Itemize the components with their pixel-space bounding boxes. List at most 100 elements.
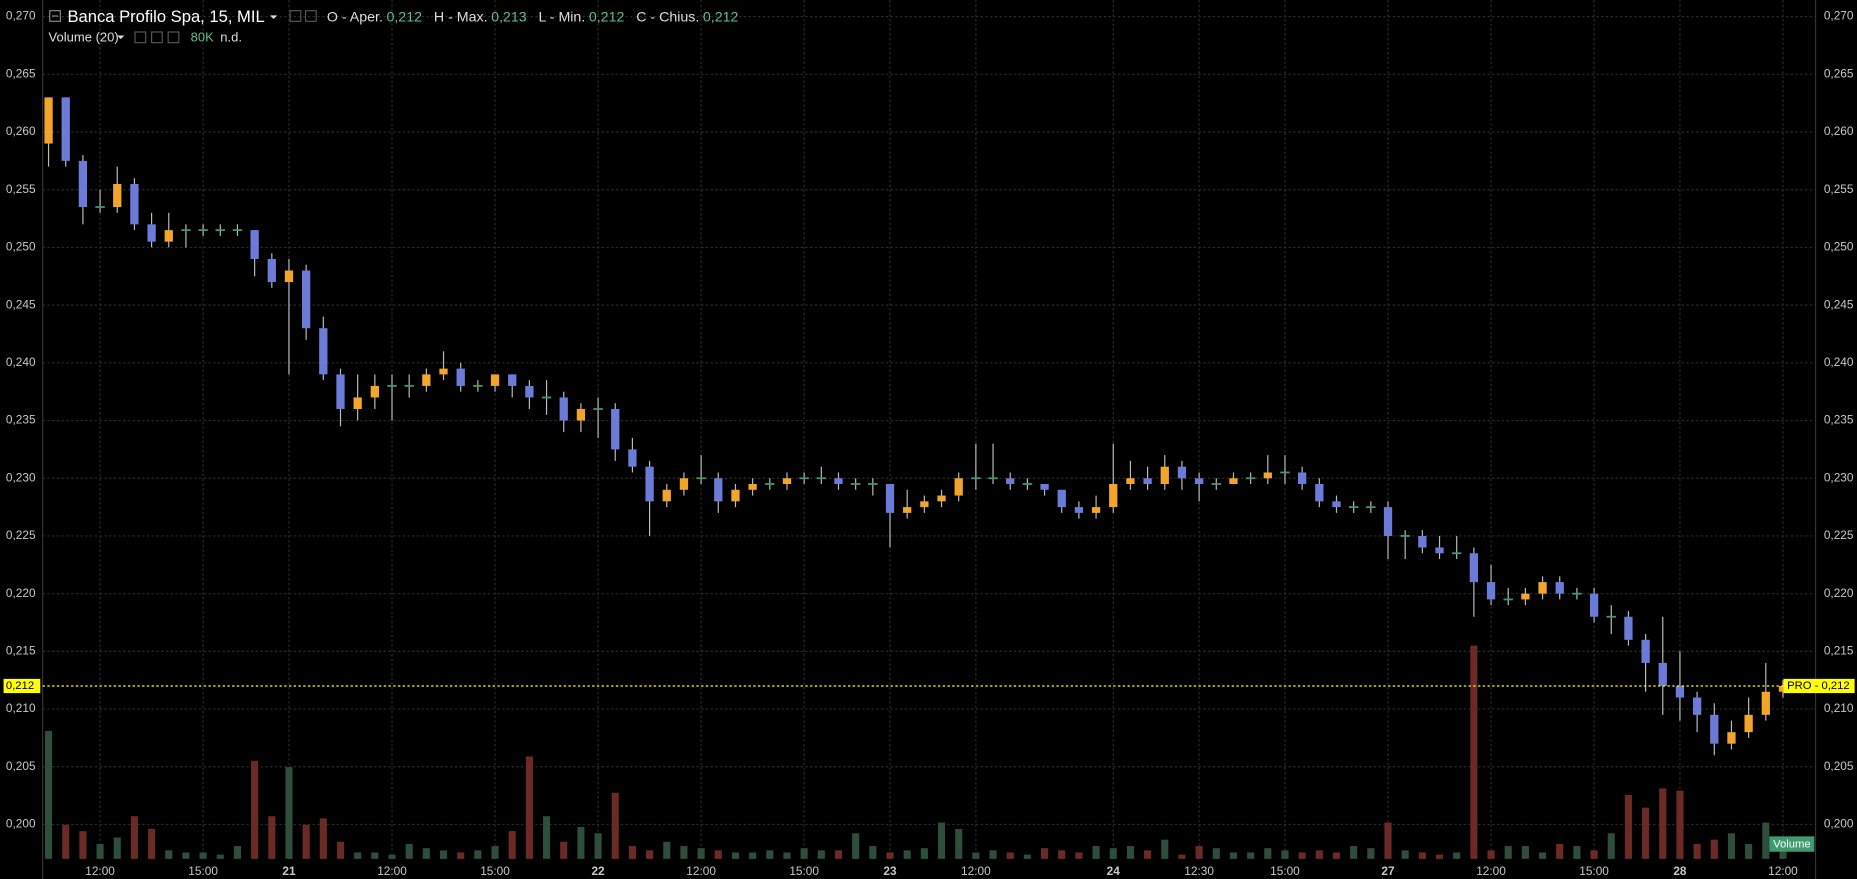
volume-bar [1367, 848, 1375, 859]
volume-bar [1384, 822, 1392, 859]
volume-bar [1659, 788, 1667, 859]
volume-bar [491, 846, 499, 859]
volume-bar [955, 829, 963, 859]
volume-bar [766, 850, 774, 859]
y-tick-label: 0,205 [6, 759, 36, 773]
candle-body [679, 478, 689, 490]
candle-body [1435, 547, 1444, 554]
hide-icon[interactable] [304, 10, 317, 22]
candle-body [1778, 685, 1788, 692]
symbol-title[interactable]: Banca Profilo Spa, 15, MIL [68, 7, 265, 26]
y-tick-label-right: 0,205 [1824, 759, 1854, 773]
volume-bar [1521, 846, 1529, 859]
volume-bar [577, 826, 585, 859]
volume-bar [422, 848, 430, 859]
volume-bar [886, 852, 894, 859]
indicator-status: n.d. [220, 29, 242, 44]
candle-body [1006, 478, 1015, 485]
volume-bar [1350, 846, 1358, 859]
volume-bar [371, 852, 379, 859]
candle-body [885, 484, 895, 513]
x-tick-label: 12:00 [686, 864, 716, 878]
y-tick-label: 0,265 [6, 66, 36, 80]
last-price-tag-bg [3, 678, 41, 694]
volume-bar [989, 850, 997, 859]
x-tick-label: 22 [591, 864, 605, 878]
x-tick-label: 24 [1107, 864, 1121, 878]
candle-body [456, 368, 465, 386]
settings-icon[interactable] [289, 10, 302, 22]
volume-bar [508, 831, 516, 859]
volume-bar [1693, 843, 1701, 859]
y-tick-label-right: 0,270 [1824, 9, 1854, 23]
volume-bar [1624, 794, 1632, 859]
volume-bar [45, 730, 53, 859]
y-tick-label-right: 0,245 [1824, 297, 1854, 311]
volume-bar [783, 852, 791, 859]
candle-body [1057, 489, 1066, 508]
candle-body [731, 489, 740, 502]
volume-bar [1092, 846, 1100, 859]
x-tick-label: 12:30 [1184, 864, 1214, 878]
volume-bar [1762, 822, 1770, 859]
settings-icon[interactable] [134, 31, 147, 44]
volume-bar [474, 850, 482, 859]
volume-bar [1573, 846, 1581, 859]
volume-badge: Volume [1773, 839, 1811, 851]
indicator-name[interactable]: Volume (20) [49, 29, 119, 44]
volume-bar [1727, 833, 1736, 859]
x-tick-label: 12:00 [961, 864, 991, 878]
ohlc-label: C - Chius. [636, 10, 699, 26]
volume-bar [1607, 833, 1615, 859]
volume-bar [834, 850, 843, 859]
volume-bar [1779, 848, 1787, 859]
candle-body [336, 374, 345, 410]
candle-body [1589, 593, 1599, 617]
volume-bar [165, 850, 173, 859]
candle-body [439, 368, 448, 375]
hide-icon[interactable] [150, 31, 163, 44]
volume-bar [1178, 854, 1186, 859]
volume-bar [1075, 852, 1083, 859]
candle-body [954, 478, 963, 496]
candle-body [1486, 582, 1496, 600]
candle-body [284, 270, 294, 283]
y-tick-label: 0,210 [6, 701, 36, 715]
candle-body [1555, 582, 1564, 594]
labels-layer: 0,200 0,200 0,205 0,205 0,210 0,210 0,215 0,215… [3, 9, 1855, 878]
volume-bar [319, 818, 327, 859]
candle-body [1263, 472, 1272, 479]
grid [42, 0, 1816, 859]
ohlc-label: O - Aper. [327, 10, 383, 26]
close-icon[interactable] [167, 31, 180, 44]
volume-bar [646, 850, 654, 859]
candle-body [1624, 616, 1633, 640]
volume-bar [1229, 852, 1238, 859]
candle-body [645, 466, 654, 502]
volume-bar [1435, 854, 1444, 859]
volume-bar [1006, 852, 1014, 859]
volume-bar [903, 850, 911, 859]
candle-body [1675, 685, 1685, 698]
y-tick-label-right: 0,250 [1824, 240, 1854, 254]
candle-body [250, 230, 259, 259]
dropdown-arrow[interactable] [117, 35, 125, 40]
x-tick-label: 15:00 [480, 864, 510, 878]
y-tick-label-right: 0,265 [1824, 66, 1854, 80]
x-tick-label: 12:00 [377, 864, 407, 878]
volume-bar [1264, 848, 1272, 859]
candle-body [1641, 639, 1650, 663]
collapse-icon[interactable] [49, 10, 61, 22]
volume-bar [852, 833, 860, 859]
volume-bar [611, 792, 619, 859]
volume-bar [199, 852, 207, 859]
last-price-tag-bg [1783, 678, 1855, 694]
volume-bar [1281, 850, 1289, 859]
candle-body [1521, 593, 1530, 600]
candle-body [164, 230, 173, 242]
volume-bar [1556, 843, 1564, 859]
volume-layer [45, 645, 1787, 859]
y-tick-label: 0,245 [6, 297, 36, 311]
dropdown-arrow[interactable] [270, 15, 278, 19]
